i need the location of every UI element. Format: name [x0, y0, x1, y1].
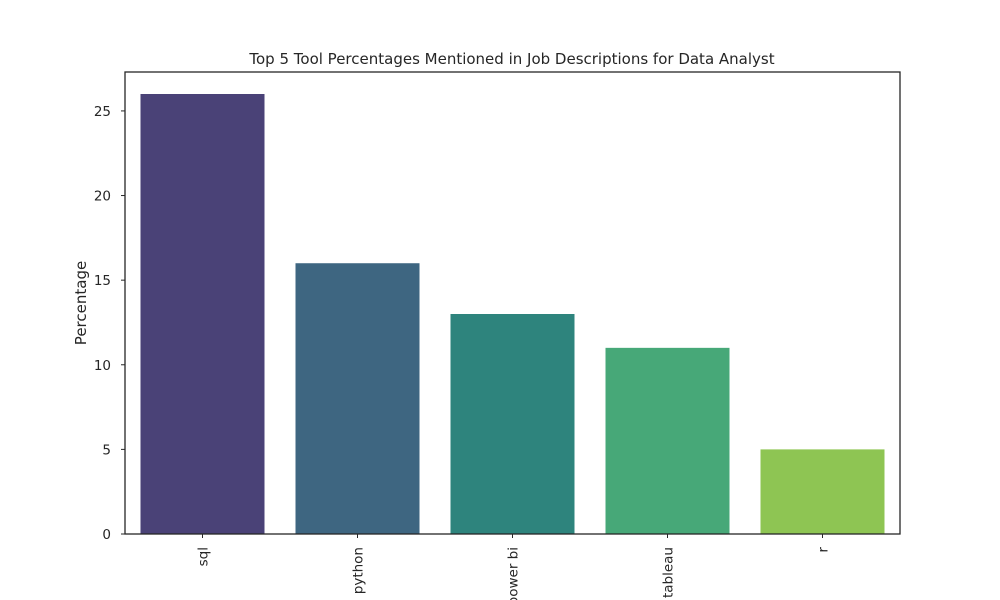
bars	[140, 94, 885, 534]
x-tick-label: sql	[196, 547, 212, 566]
bar-sql	[140, 94, 265, 534]
bar-power-bi	[450, 314, 575, 534]
x-tick-label: r	[816, 547, 832, 553]
x-tick-label: tableau	[661, 547, 677, 598]
y-tick-label: 0	[102, 527, 111, 543]
y-tick-label: 10	[94, 358, 111, 374]
y-tick-label: 5	[102, 442, 111, 458]
chart-title: Top 5 Tool Percentages Mentioned in Job …	[248, 50, 774, 68]
x-axis: sql python power bi tableau r	[196, 534, 832, 600]
plot-frame	[124, 71, 901, 535]
x-tick-label: power bi	[506, 547, 522, 600]
y-axis-label: Percentage	[72, 261, 90, 345]
y-tick-label: 25	[94, 104, 111, 120]
y-tick-label: 20	[94, 189, 111, 205]
x-tick-label: python	[351, 547, 367, 594]
bar-tableau	[605, 347, 730, 534]
y-axis: 0 5 10 15 20 25	[94, 104, 125, 543]
y-tick-label: 15	[94, 273, 111, 289]
bar-python	[295, 263, 420, 534]
bar-r	[760, 449, 885, 534]
